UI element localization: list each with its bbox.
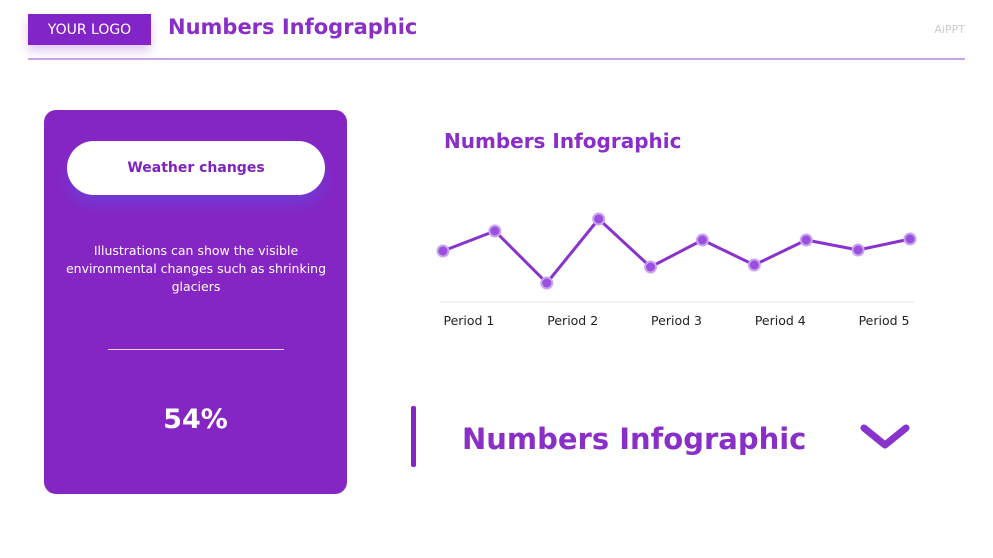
brand: AiPPT: [934, 23, 965, 36]
x-tick-label: Period 4: [755, 313, 806, 328]
point: [540, 276, 554, 290]
point: [436, 244, 450, 258]
accent-bar: [411, 406, 416, 467]
logo: YOUR LOGO: [28, 14, 151, 45]
x-tick-label: Period 5: [859, 313, 910, 328]
point: [644, 260, 658, 274]
x-tick-label: Period 3: [651, 313, 702, 328]
header-title: Numbers Infographic: [168, 15, 418, 39]
point: [695, 233, 709, 247]
header-rule: [28, 58, 965, 60]
chart-title: Numbers Infographic: [444, 129, 682, 153]
chevron: [860, 424, 910, 449]
point: [592, 212, 606, 226]
card-description: Illustrations can show the visible envir…: [65, 243, 327, 294]
point: [488, 224, 502, 238]
point: [903, 232, 917, 246]
point: [851, 243, 865, 257]
pill: Weather changes: [67, 141, 325, 195]
card-divider: [108, 349, 284, 350]
x-tick-label: Period 2: [547, 313, 598, 328]
point: [747, 258, 761, 272]
x-tick-label: Period 1: [443, 313, 494, 328]
footer-title: Numbers Infographic: [462, 422, 807, 456]
card-stat: 54%: [163, 404, 228, 435]
line: [442, 217, 911, 285]
point: [799, 233, 813, 247]
